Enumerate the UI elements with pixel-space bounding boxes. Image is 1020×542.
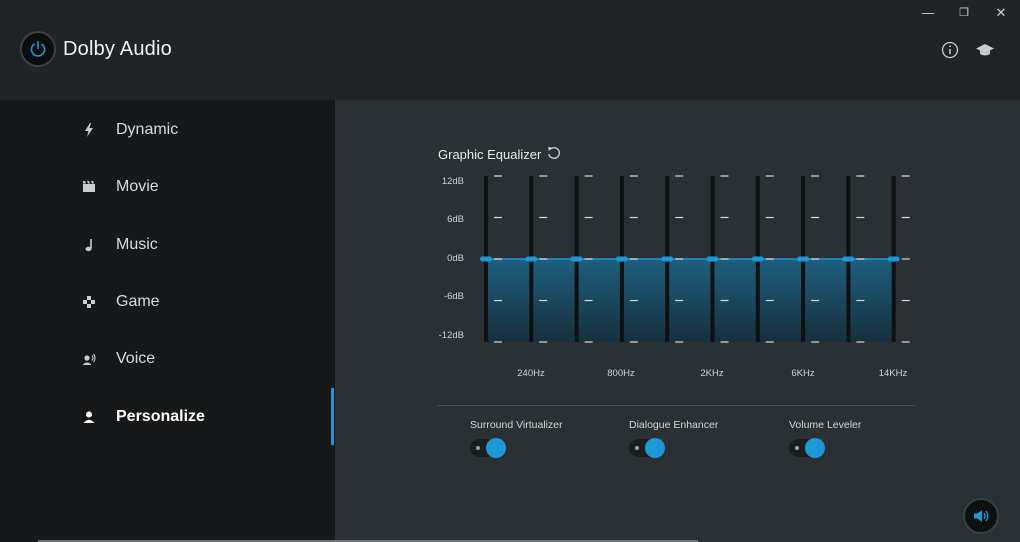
sidebar-item-label: Voice: [116, 350, 156, 367]
sidebar-item-voice[interactable]: Voice: [0, 334, 335, 384]
surround-virtualizer-label: Surround Virtualizer: [470, 419, 563, 431]
close-button[interactable]: ✕: [995, 5, 1007, 20]
eq-fill-area: [486, 259, 894, 342]
eq-band-slider[interactable]: [570, 175, 593, 343]
db-label-minus-6: -6dB: [443, 291, 464, 302]
eq-band-handle[interactable]: [615, 256, 628, 262]
db-label-0: 0dB: [447, 253, 464, 264]
eq-band-slider[interactable]: [480, 175, 502, 343]
volume-button[interactable]: [963, 498, 999, 534]
dialogue-enhancer-label: Dialogue Enhancer: [629, 419, 719, 431]
section-divider: [437, 405, 916, 406]
freq-label-14khz: 14KHz: [878, 368, 908, 379]
eq-band-handle[interactable]: [480, 256, 492, 262]
dialogue-enhancer-toggle[interactable]: [629, 438, 665, 458]
eq-band-handle[interactable]: [751, 256, 764, 262]
eq-band-slider[interactable]: [842, 175, 865, 343]
reset-icon[interactable]: [546, 145, 562, 161]
active-indicator: [331, 388, 334, 445]
sidebar: [0, 100, 335, 542]
power-button[interactable]: [20, 31, 56, 67]
freq-label-800hz: 800Hz: [607, 368, 635, 379]
eq-band-handle[interactable]: [570, 256, 583, 262]
eq-band-slider[interactable]: [706, 175, 729, 343]
sidebar-item-game[interactable]: Game: [0, 277, 335, 327]
volume-leveler-label: Volume Leveler: [789, 419, 862, 431]
surround-virtualizer-toggle[interactable]: [470, 438, 506, 458]
freq-label-6khz: 6KHz: [791, 368, 815, 379]
info-icon[interactable]: [940, 40, 960, 60]
sidebar-item-label: Game: [116, 293, 160, 310]
eq-band-handle[interactable]: [706, 256, 719, 262]
power-icon: [30, 40, 46, 57]
eq-band-slider[interactable]: [797, 175, 820, 343]
db-label-6: 6dB: [447, 214, 464, 225]
lightning-icon: [81, 122, 97, 138]
db-label-minus-12: -12dB: [438, 330, 464, 341]
eq-band-handle[interactable]: [842, 256, 855, 262]
gamepad-icon: [81, 294, 97, 310]
eq-band-slider[interactable]: [887, 175, 910, 343]
eq-band-handle[interactable]: [525, 256, 538, 262]
sidebar-item-movie[interactable]: Movie: [0, 162, 335, 212]
person-icon: [81, 409, 97, 425]
sidebar-item-label: Music: [116, 236, 158, 253]
music-note-icon: [81, 237, 97, 253]
equalizer-graph[interactable]: [470, 170, 920, 350]
eq-band-handle[interactable]: [661, 256, 674, 262]
clapper-icon: [81, 179, 97, 195]
eq-band-slider[interactable]: [615, 175, 638, 343]
eq-band-slider[interactable]: [661, 175, 684, 343]
speaker-icon: [974, 510, 989, 522]
db-label-12: 12dB: [441, 176, 464, 187]
minimize-button[interactable]: —: [921, 5, 935, 20]
sidebar-item-label: Dynamic: [116, 121, 179, 138]
sidebar-item-personalize[interactable]: Personalize: [0, 392, 335, 442]
equalizer-title: Graphic Equalizer: [438, 147, 542, 162]
sidebar-item-music[interactable]: Music: [0, 220, 335, 270]
eq-band-handle[interactable]: [887, 256, 900, 262]
app-title: Dolby Audio: [63, 38, 172, 60]
sidebar-item-label: Movie: [116, 178, 159, 195]
tutorial-cap-icon[interactable]: [975, 40, 995, 60]
volume-leveler-toggle[interactable]: [789, 438, 825, 458]
freq-label-240hz: 240Hz: [517, 368, 545, 379]
eq-band-slider[interactable]: [751, 175, 774, 343]
sidebar-item-label: Personalize: [116, 408, 205, 425]
eq-band-slider[interactable]: [525, 175, 548, 343]
freq-label-2khz: 2KHz: [700, 368, 724, 379]
restore-button[interactable]: ❐: [959, 7, 969, 19]
app-header: — ❐ ✕ Dolby Audio: [0, 0, 1020, 100]
eq-band-handle[interactable]: [797, 256, 810, 262]
bottom-scroll-line: [38, 540, 698, 542]
sidebar-item-dynamic[interactable]: Dynamic: [0, 105, 335, 155]
voice-icon: [81, 351, 97, 367]
